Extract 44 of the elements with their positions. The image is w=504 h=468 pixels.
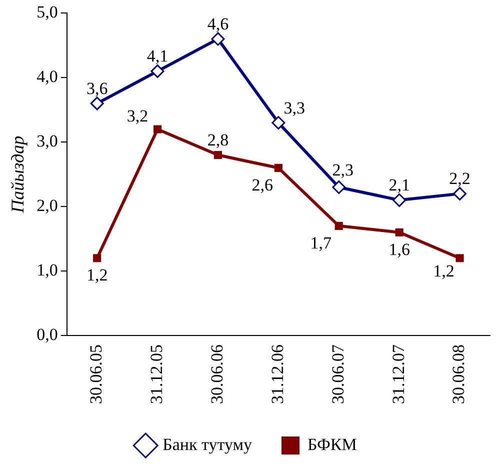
point [214, 150, 222, 160]
point [211, 32, 225, 46]
point [153, 125, 162, 134]
x-tick-label: 30.06.05 [86, 344, 106, 404]
x-tick-label: 30.06.06 [207, 344, 226, 404]
data-label: 4,1 [146, 46, 168, 66]
point [456, 254, 464, 262]
point [150, 64, 164, 78]
x-tick-label: 30.06.07 [328, 344, 348, 404]
point [334, 222, 343, 230]
y-tick-label: 1,0 [36, 260, 58, 280]
point [274, 164, 282, 172]
y-axis-title: Пайыздар [8, 136, 28, 214]
x-tick-label: 30.06.08 [449, 344, 468, 404]
point [90, 96, 104, 110]
data-label: 1,2 [86, 266, 108, 285]
data-label: 2,8 [207, 130, 229, 150]
data-label: 2,6 [252, 175, 274, 194]
x-tick-label: 31.12.06 [268, 344, 287, 404]
y-tick-label: 2,0 [36, 196, 58, 216]
point [93, 254, 102, 262]
data-label: 4,6 [207, 14, 229, 34]
point [272, 116, 286, 130]
y-tick-label: 4,0 [36, 67, 58, 86]
y-tick-label: 3,0 [36, 132, 58, 151]
data-label: 1,6 [388, 240, 410, 259]
data-label: 1,2 [433, 262, 454, 281]
legend-label: БФКМ [307, 434, 357, 454]
point [332, 180, 346, 194]
data-label: 1,7 [310, 233, 332, 252]
legend-label: Банк тутуму [162, 434, 252, 454]
point [392, 193, 406, 207]
y-tick-label: 0,0 [36, 324, 58, 344]
x-tick-label: 31.12.05 [146, 344, 166, 404]
data-label: 2,3 [332, 160, 354, 180]
point [395, 228, 404, 236]
x-tick-label: 31.12.07 [388, 344, 408, 404]
data-label: 3,3 [284, 98, 306, 118]
y-tick-label: 5,0 [36, 2, 58, 22]
data-label: 2,2 [449, 169, 470, 188]
data-label: 3,6 [86, 78, 108, 98]
point [453, 186, 467, 200]
data-label: 2,1 [388, 176, 410, 195]
data-label: 3,2 [126, 106, 148, 126]
